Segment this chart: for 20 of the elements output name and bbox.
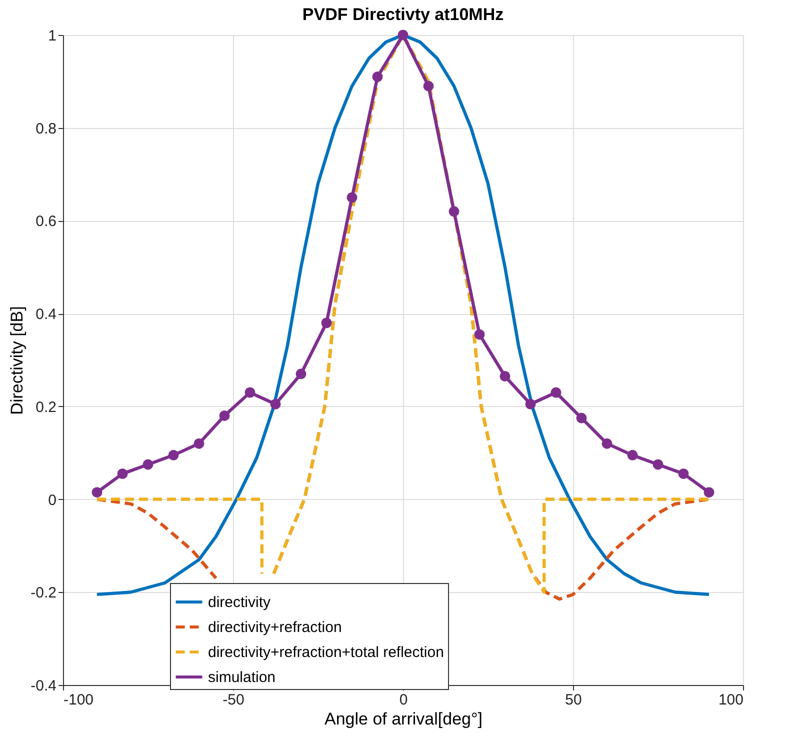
x-tick-label: 0 — [399, 692, 408, 708]
legend-label: directivity+refraction+total reflection — [208, 644, 444, 661]
legend-label: directivity+refraction — [208, 619, 342, 636]
y-tick-label: 0.8 — [36, 120, 56, 138]
y-tick-label: -0.4 — [30, 678, 56, 694]
y-tick-label: -0.2 — [30, 584, 56, 602]
y-axis-title: Directivity [dB] — [8, 306, 27, 415]
y-tick-label: 0.6 — [36, 213, 56, 230]
y-tick-label: 0.4 — [36, 306, 56, 324]
y-tick-label: 1 — [48, 28, 56, 44]
x-tick-label: 50 — [565, 692, 582, 708]
legend-label: directivity — [208, 594, 272, 611]
y-tick-label: 0.2 — [36, 398, 56, 416]
x-tick-label: -50 — [222, 692, 244, 708]
legend-label: simulation — [208, 669, 276, 686]
y-tick-label: 0 — [48, 492, 56, 509]
x-tick-label: -100 — [64, 692, 94, 708]
x-tick-label: 100 — [718, 692, 744, 708]
chart-title: PVDF Directivty at10MHz — [302, 5, 504, 24]
x-axis-title: Angle of arrival[deg°] — [324, 710, 482, 728]
